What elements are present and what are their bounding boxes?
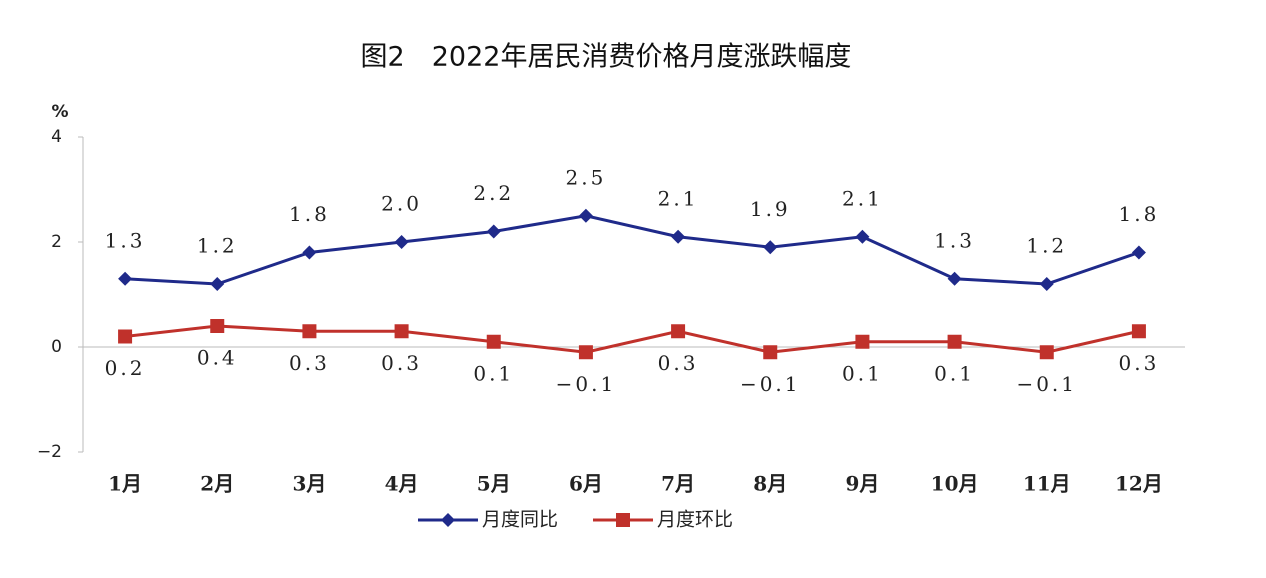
point (763, 345, 778, 360)
value-label: 2.0 (381, 192, 422, 216)
point (302, 245, 317, 260)
value-label: 0.1 (473, 361, 514, 385)
value-label: 0.3 (289, 351, 330, 375)
x-tick-label: 10月 (931, 472, 979, 496)
point (855, 334, 870, 349)
y-tick-label: 2 (51, 232, 62, 252)
value-label: 2.5 (566, 165, 607, 189)
value-label: 0.1 (934, 361, 975, 385)
value-label: 1.2 (1026, 234, 1067, 258)
point (671, 229, 686, 244)
x-tick-label: 12月 (1115, 472, 1163, 496)
point (855, 229, 870, 244)
value-label: 0.3 (381, 351, 422, 375)
legend-label: 月度同比 (482, 509, 558, 531)
x-tick-label: 11月 (1023, 472, 1071, 496)
x-tick-label: 3月 (292, 472, 326, 496)
point (394, 235, 409, 249)
point (394, 324, 409, 339)
legend-marker (616, 513, 630, 527)
x-tick-label: 8月 (753, 472, 787, 496)
point (947, 334, 962, 349)
value-label: 1.8 (1119, 202, 1160, 226)
legend-label: 月度环比 (657, 509, 733, 531)
point (302, 324, 317, 339)
series-line (124, 214, 1140, 286)
x-tick-label: 5月 (477, 472, 511, 496)
point (486, 224, 501, 239)
point (1039, 277, 1054, 291)
x-tick-label: 1月 (108, 472, 142, 496)
point (671, 324, 686, 339)
legend-marker (441, 513, 455, 527)
value-label: 1.3 (105, 228, 146, 252)
point (578, 345, 593, 360)
x-tick-label: 4月 (385, 472, 419, 496)
value-label: 0.3 (1119, 351, 1160, 375)
x-tick-label: 7月 (661, 472, 695, 496)
value-label: 1.3 (934, 228, 975, 252)
value-label: 2.2 (473, 181, 514, 205)
value-label: 0.2 (105, 356, 146, 380)
value-label: 2.1 (658, 186, 699, 210)
value-label: 1.2 (197, 234, 238, 258)
x-tick-label: 2月 (200, 472, 234, 496)
point (578, 208, 593, 223)
point (1131, 245, 1146, 260)
value-label: −0.1 (1016, 372, 1077, 396)
value-label: 0.3 (658, 351, 699, 375)
point (1131, 324, 1146, 339)
point (118, 329, 133, 344)
y-tick-label: 4 (51, 127, 62, 147)
value-label: −0.1 (740, 372, 801, 396)
x-tick-label: 9月 (845, 472, 879, 496)
value-label: −0.1 (556, 372, 617, 396)
point (763, 240, 778, 255)
point (118, 271, 133, 286)
value-label: 1.9 (750, 197, 791, 221)
x-tick-label: 6月 (569, 472, 603, 496)
point (486, 334, 501, 349)
y-tick-label: −2 (37, 442, 62, 462)
value-label: 0.4 (197, 346, 238, 370)
series-line (124, 324, 1140, 354)
point (1039, 345, 1054, 360)
point (210, 277, 225, 291)
value-label: 0.1 (842, 361, 883, 385)
point (947, 271, 962, 286)
chart-title: 图2 2022年居民消费价格月度涨跌幅度 (361, 42, 852, 73)
point (210, 319, 225, 333)
y-tick-label: 0 (51, 337, 62, 357)
y-axis-label: % (51, 102, 68, 122)
value-label: 2.1 (842, 186, 883, 210)
value-label: 1.8 (289, 202, 330, 226)
